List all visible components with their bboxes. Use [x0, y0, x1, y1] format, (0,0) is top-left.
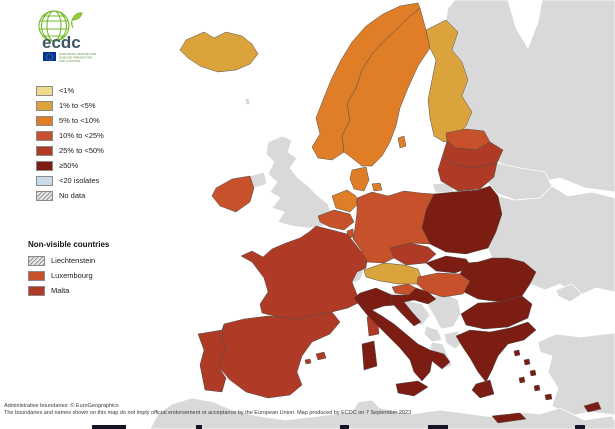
island-sicily	[395, 380, 429, 397]
country-crimea	[555, 283, 583, 303]
country-portugal	[197, 323, 227, 393]
legend-swatch	[36, 190, 53, 201]
legend-label: Malta	[51, 286, 70, 295]
legend-swatch	[36, 145, 53, 156]
islands-aegean	[513, 349, 553, 401]
legend-label: Liechtenstein	[51, 256, 96, 265]
legend-label: <20 isolates	[59, 176, 100, 185]
country-hungary	[416, 272, 471, 298]
legend-row: Liechtenstein	[28, 253, 109, 268]
country-ireland	[211, 175, 255, 213]
legend-row: No data	[36, 188, 104, 203]
org-line: EUROPEAN CENTRE FOR	[59, 52, 97, 56]
islands-balearic	[304, 351, 327, 365]
non-visible-countries-title: Non-visible countries	[28, 240, 110, 249]
clipped-text-fragment	[575, 425, 585, 429]
country-croatia	[389, 287, 437, 327]
ecdc-logo: ecdc EUROPEAN CENTRE FOR DISEASE PREVENT…	[30, 4, 150, 64]
ecdc-globe-icon	[38, 10, 70, 42]
legend-swatch	[28, 285, 45, 296]
country-greece	[455, 321, 537, 383]
org-line: DISEASE PREVENTION	[59, 56, 92, 60]
ecdc-leaf-icon	[71, 12, 83, 29]
clipped-text-fragment	[428, 425, 448, 429]
legend-row: <1%	[36, 83, 104, 98]
footer-line-2: The boundaries and names shown on this m…	[4, 410, 412, 416]
legend-row: 5% to <10%	[36, 113, 104, 128]
legend-label: 25% to <50%	[59, 146, 104, 155]
country-faroe-islands	[244, 97, 251, 106]
legend-label: ≥50%	[59, 161, 79, 170]
legend-row: ≥50%	[36, 158, 104, 173]
country-lithuania	[437, 153, 498, 192]
legend-row: Luxembourg	[28, 268, 109, 283]
legend-label: Luxembourg	[51, 271, 93, 280]
clipped-text-fragment	[92, 425, 126, 429]
legend-row: 10% to <25%	[36, 128, 104, 143]
legend-label: 5% to <10%	[59, 116, 100, 125]
legend-row: 25% to <50%	[36, 143, 104, 158]
clipped-text-fragment	[196, 425, 202, 429]
country-ukraine	[487, 185, 615, 297]
legend-swatch	[36, 100, 53, 111]
ecdc-wordmark: ecdc	[42, 33, 81, 52]
legend-row: Malta	[28, 283, 109, 298]
map-footer: Administrative boundaries: © EuroGeograp…	[4, 403, 411, 417]
footer-line-1: Administrative boundaries: © EuroGeograp…	[4, 403, 119, 409]
country-sweden	[341, 7, 431, 167]
non-visible-countries-legend: Non-visible countries Liechtenstein Luxem…	[28, 240, 109, 298]
country-denmark	[349, 166, 370, 192]
legend-label: <1%	[59, 86, 75, 95]
legend-swatch	[36, 85, 53, 96]
legend-swatch	[28, 255, 45, 266]
legend: <1% 1% to <5% 5% to <10% 10% to <25% 25% to …	[36, 83, 104, 203]
country-bulgaria	[460, 295, 533, 330]
country-belgium	[317, 209, 355, 231]
island-gotland	[397, 135, 407, 149]
country-iceland	[179, 31, 259, 73]
legend-label: 1% to <5%	[59, 101, 96, 110]
legend-label: No data	[59, 191, 86, 200]
islands-denmark	[371, 182, 383, 192]
country-cyprus	[583, 401, 602, 413]
country-romania	[459, 257, 537, 303]
country-italy	[353, 287, 451, 382]
island-sardinia	[361, 340, 378, 371]
legend-swatch	[36, 175, 53, 186]
legend-swatch	[28, 270, 45, 281]
legend-row: 1% to <5%	[36, 98, 104, 113]
org-line: AND CONTROL	[59, 59, 81, 63]
country-czechia	[389, 242, 437, 266]
country-montenegro	[423, 325, 443, 343]
clipped-text-fragment	[340, 425, 349, 429]
legend-row: <20 isolates	[36, 173, 104, 188]
eu-flag-icon	[43, 52, 56, 61]
legend-label: 10% to <25%	[59, 131, 104, 140]
non-visible-items: Liechtenstein Luxembourg Malta	[28, 253, 109, 298]
legend-swatch	[36, 160, 53, 171]
peninsula-peloponnese	[471, 379, 495, 399]
country-poland	[421, 185, 503, 255]
legend-items: <1% 1% to <5% 5% to <10% 10% to <25% 25% to …	[36, 83, 104, 203]
legend-swatch	[36, 115, 53, 126]
country-spain	[217, 311, 341, 399]
island-crete	[491, 412, 527, 424]
country-netherlands	[331, 189, 358, 213]
legend-swatch	[36, 130, 53, 141]
